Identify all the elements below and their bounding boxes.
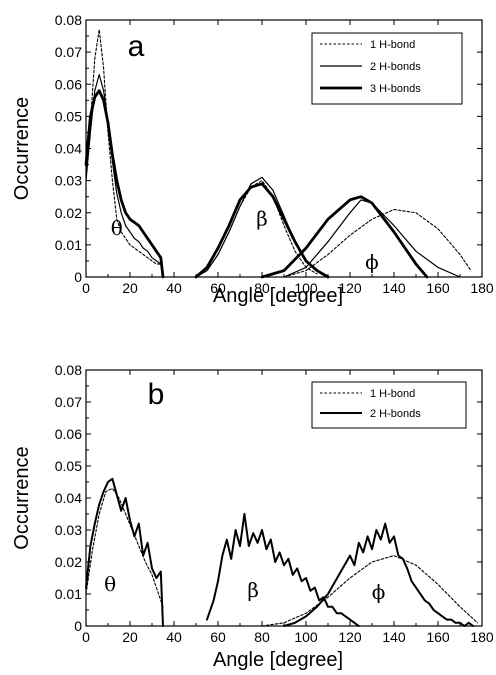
chart-panel-b: 0 20 40 60 80 100 120 140 160 180 0 0.01 0.02 0.03 0.0…	[11, 362, 494, 671]
series-3-line-3	[262, 197, 427, 277]
x-tick-label: 140	[382, 280, 406, 296]
x-axis-title: Angle [degree]	[213, 285, 343, 307]
x-tick-label: 180	[470, 280, 494, 296]
x-axis-title: Angle [degree]	[213, 649, 343, 671]
y-tick-label: 0.05	[55, 458, 82, 474]
x-tick-label: 160	[426, 280, 450, 296]
angle-annotation: ϕ	[372, 580, 386, 604]
panel-label: b	[148, 378, 165, 411]
x-tick-label: 180	[470, 629, 494, 645]
series-2-line-2	[207, 514, 359, 626]
angle-annotation: θ	[104, 572, 116, 596]
y-tick-label: 0.06	[55, 76, 82, 92]
x-tick-label: 80	[254, 629, 270, 645]
angle-annotation: θ	[111, 216, 123, 240]
x-tick-label: 20	[122, 280, 138, 296]
legend: 1 H-bond 2 H-bonds 3 H-bonds	[312, 33, 462, 104]
y-tick-label: 0.04	[55, 490, 82, 506]
x-tick-label: 0	[82, 280, 90, 296]
angle-annotation: β	[247, 578, 259, 602]
x-tick-label: 40	[166, 280, 182, 296]
x-tick-label: 160	[426, 629, 450, 645]
angle-annotation: ϕ	[365, 250, 379, 274]
legend-label-2: 2 H-bonds	[370, 61, 421, 73]
x-tick-label: 120	[338, 629, 362, 645]
y-tick-label: 0	[74, 618, 82, 634]
y-tick-label: 0.03	[55, 173, 82, 189]
x-tick-label: 40	[166, 629, 182, 645]
series-1-line-1	[86, 488, 163, 606]
x-tick-label: 60	[210, 629, 226, 645]
y-axis-title: Occurrence	[11, 97, 33, 200]
legend-label-2: 2 H-bonds	[370, 408, 421, 420]
x-tick-label: 100	[294, 629, 318, 645]
legend: 1 H-bond 2 H-bonds	[312, 382, 466, 428]
series-2-line-1	[86, 479, 163, 626]
y-tick-label: 0.05	[55, 108, 82, 124]
y-tick-label: 0.03	[55, 522, 82, 538]
series-3-line-1	[86, 91, 163, 277]
y-tick-label: 0.04	[55, 141, 82, 157]
y-tick-label: 0.06	[55, 426, 82, 442]
y-tick-label: 0.07	[55, 44, 82, 60]
x-tick-label: 20	[122, 629, 138, 645]
x-tick-label: 140	[382, 629, 406, 645]
y-tick-label: 0.07	[55, 394, 82, 410]
y-axis-title: Occurrence	[11, 446, 33, 549]
chart-panel-a: 02040608010012014016018000.010.020.030.0…	[11, 12, 494, 307]
legend-label-1: 1 H-bond	[370, 388, 415, 400]
angle-annotation: β	[256, 207, 268, 231]
panel-label: a	[128, 30, 145, 63]
series-2-line-1	[86, 75, 163, 277]
legend-label-1: 1 H-bond	[370, 39, 415, 51]
y-tick-label: 0.01	[55, 237, 82, 253]
y-tick-label: 0.08	[55, 362, 82, 378]
y-tick-label: 0.02	[55, 554, 82, 570]
series-2-line-3	[284, 524, 473, 626]
series-1-line-1	[86, 30, 163, 277]
series-1-line-2	[262, 556, 478, 626]
y-tick-label: 0.02	[55, 205, 82, 221]
x-tick-label: 0	[82, 629, 90, 645]
y-tick-label: 0.01	[55, 586, 82, 602]
y-tick-label: 0.08	[55, 12, 82, 28]
legend-label-3: 3 H-bonds	[370, 83, 421, 95]
y-tick-label: 0	[74, 269, 82, 285]
